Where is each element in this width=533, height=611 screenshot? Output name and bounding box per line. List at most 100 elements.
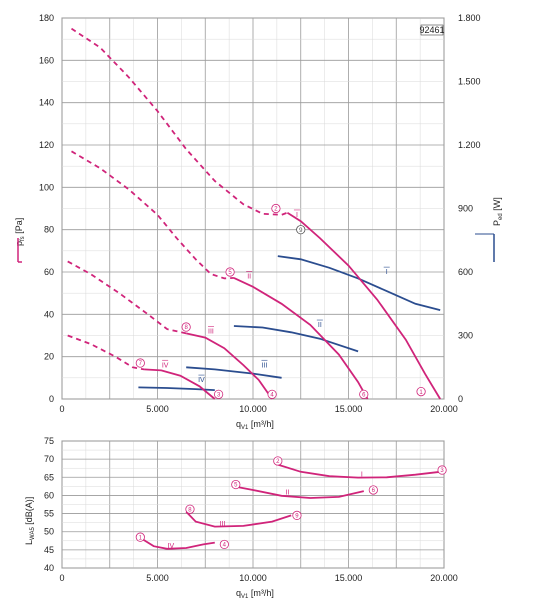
tick-label-y2: 900 [458, 204, 473, 214]
tick-label-y: 20 [44, 352, 54, 362]
operating-point-marker [181, 322, 191, 332]
operating-point-label: 9 [295, 514, 299, 520]
operating-point-marker [219, 539, 229, 550]
tick-label-y: 100 [39, 182, 54, 192]
pressure-curve-III [186, 332, 273, 400]
operating-point-label: 4 [270, 393, 274, 399]
curve-label-sound: I [361, 471, 363, 478]
tick-label-y2: 0 [458, 394, 463, 404]
y2-axis-title-power: Ped [W] [492, 197, 504, 226]
curve-label-sound: IV [168, 543, 175, 550]
tick-label-y: 180 [39, 13, 54, 23]
tick-label-y2: 1.500 [458, 77, 481, 87]
sound-curve-IV [141, 538, 215, 550]
tick-label-y: 50 [44, 527, 54, 537]
figure-id-box [420, 24, 444, 36]
operating-point-label: 2 [274, 207, 278, 213]
tick-label-y2: 1.200 [458, 140, 481, 150]
operating-point-label: 5 [234, 483, 238, 489]
operating-point-label: 7 [139, 361, 143, 367]
pressure-curve-II [233, 277, 369, 400]
operating-point-marker [416, 386, 426, 397]
power-curve-II [233, 325, 359, 353]
power-curve-I [277, 255, 441, 311]
tick-label-y: 40 [44, 309, 54, 319]
operating-point-marker [359, 389, 369, 399]
operating-point-marker [368, 485, 378, 495]
operating-point-label: 3 [440, 468, 444, 474]
curve-label-pressure: II [247, 273, 251, 280]
tick-label-x: 15.000 [335, 404, 363, 414]
operating-point-label: 9 [299, 228, 303, 234]
operating-point-marker [231, 479, 241, 490]
operating-point-label: 8 [184, 325, 188, 331]
tick-label-y: 75 [44, 436, 54, 446]
tick-label-y: 70 [44, 454, 54, 464]
sound-curve-II [233, 485, 365, 499]
operating-point-label: 6 [362, 393, 366, 399]
operating-point-marker [135, 532, 145, 542]
power-curve-IV [138, 386, 215, 391]
tick-label-x: 10.000 [239, 573, 267, 583]
operating-point-label: 6 [372, 488, 376, 494]
tick-label-y: 140 [39, 98, 54, 108]
figure-id: 92461 [419, 25, 444, 35]
tick-label-x: 5.000 [146, 573, 169, 583]
tick-label-y: 45 [44, 545, 54, 555]
tick-label-y2: 300 [458, 331, 473, 341]
curve-label-power: I [386, 269, 388, 276]
operating-point-label: 1 [419, 390, 423, 396]
sound-curve-III [185, 511, 292, 528]
operating-point-marker [225, 267, 235, 277]
operating-point-marker [296, 225, 306, 235]
operating-point-label: 8 [188, 507, 192, 513]
tick-label-x: 10.000 [239, 404, 267, 414]
curve-label-power: IV [198, 377, 205, 384]
operating-point-label: 4 [223, 543, 227, 549]
y-axis-title-sound: LWA5 [dB(A)] [24, 497, 36, 545]
operating-point-marker [437, 465, 447, 475]
curve-label-sound: III [220, 521, 226, 528]
operating-point-marker [267, 389, 277, 399]
operating-point-label: 5 [228, 270, 232, 276]
tick-label-x: 20.000 [430, 573, 458, 583]
tick-label-y: 60 [44, 267, 54, 277]
curve-label-power: III [262, 362, 268, 369]
tick-label-y: 60 [44, 490, 54, 500]
operating-point-marker [135, 358, 145, 368]
tick-label-x: 15.000 [335, 573, 363, 583]
y-axis-title-pressure: pfs [Pa] [14, 218, 26, 246]
tick-label-y: 55 [44, 509, 54, 519]
pressure-curve-dashed-II [71, 150, 234, 280]
operating-point-marker [292, 510, 302, 520]
pressure-curve-dashed-I [71, 27, 288, 216]
pressure-curve-dashed-IV [67, 334, 145, 371]
operating-point-label: 3 [217, 393, 221, 399]
pressure-curve-IV [144, 368, 216, 400]
x-axis-title-top: qV1 [m³/h] [236, 419, 274, 431]
sound-curve-I [277, 463, 441, 479]
tick-label-x: 0 [59, 573, 64, 583]
tick-label-x: 0 [59, 404, 64, 414]
tick-label-x: 5.000 [146, 404, 169, 414]
pressure-curve-I [286, 211, 441, 400]
curve-label-pressure: IV [162, 362, 169, 369]
curve-label-power: II [318, 322, 322, 329]
tick-label-y2: 1.800 [458, 13, 481, 23]
tick-label-y: 120 [39, 140, 54, 150]
tick-label-y2: 600 [458, 267, 473, 277]
operating-point-marker [271, 203, 281, 214]
pressure-curve-dashed-III [67, 260, 187, 335]
operating-point-marker [273, 456, 283, 466]
tick-label-x: 20.000 [430, 404, 458, 414]
curve-label-pressure: III [208, 328, 214, 335]
operating-point-label: 1 [139, 535, 143, 541]
power-curve-III [186, 366, 282, 379]
operating-point-label: 2 [276, 459, 280, 465]
curve-label-sound: II [285, 489, 289, 496]
tick-label-y: 0 [49, 394, 54, 404]
tick-label-y: 80 [44, 225, 54, 235]
operating-point-marker [214, 389, 224, 399]
